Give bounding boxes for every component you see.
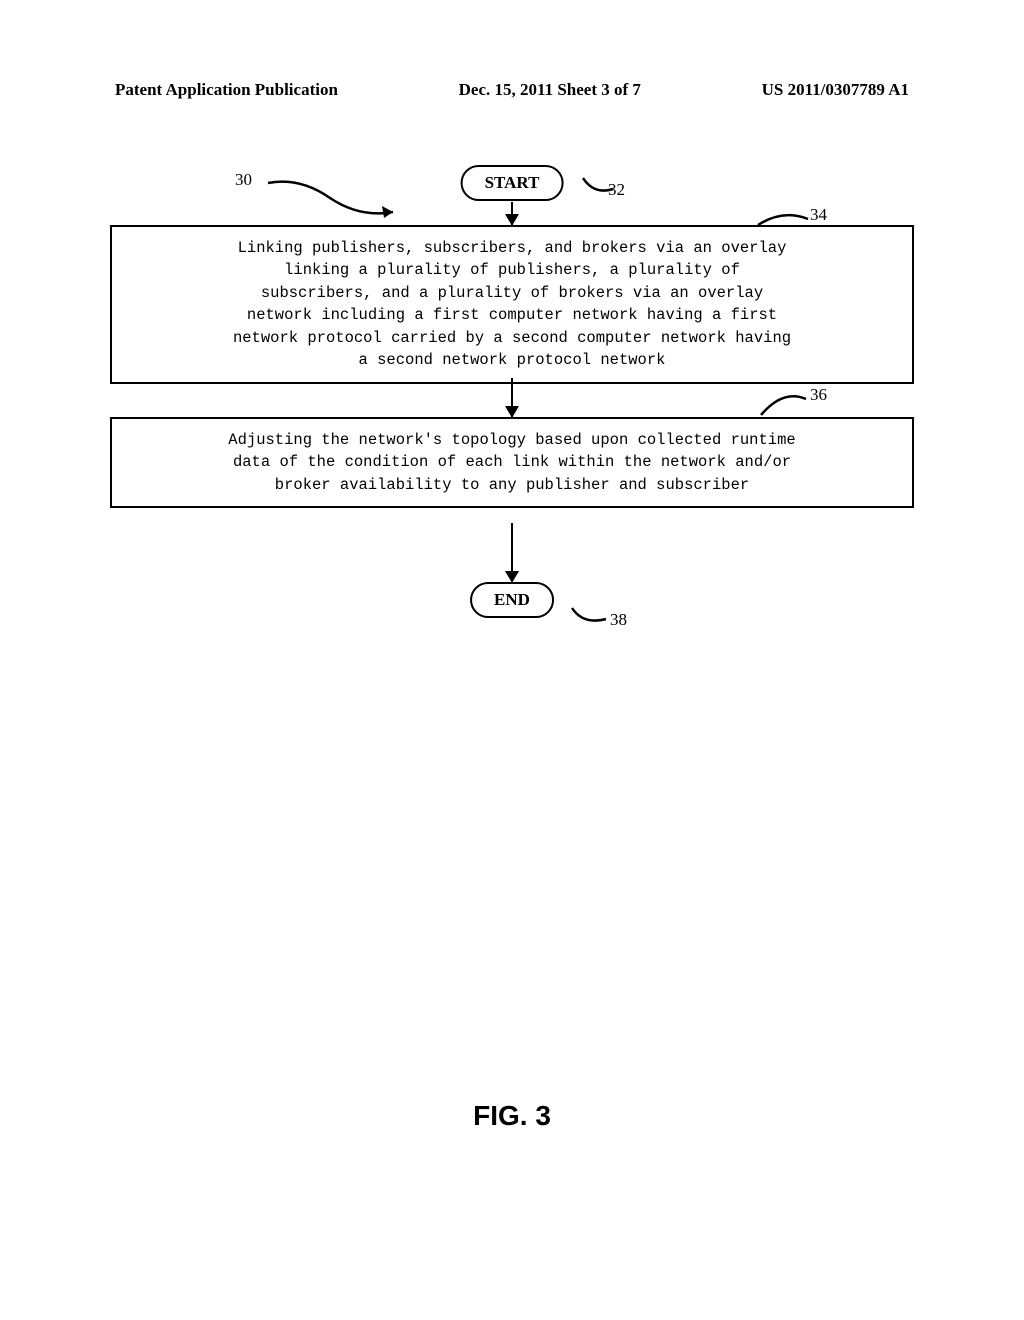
box1-text: Linking publishers, subscribers, and bro… bbox=[233, 239, 791, 369]
process-box-adjusting: Adjusting the network's topology based u… bbox=[110, 417, 914, 508]
ref-label-36: 36 bbox=[810, 385, 827, 405]
header-center: Dec. 15, 2011 Sheet 3 of 7 bbox=[459, 80, 641, 100]
ref-label-30: 30 bbox=[235, 170, 252, 190]
leader-curve-30 bbox=[265, 180, 395, 220]
figure-label: FIG. 3 bbox=[473, 1100, 551, 1132]
arrow-box2-to-end bbox=[511, 523, 513, 582]
arrow-start-to-box1 bbox=[511, 202, 513, 225]
header-left: Patent Application Publication bbox=[115, 80, 338, 100]
page-header: Patent Application Publication Dec. 15, … bbox=[115, 80, 909, 100]
start-terminal: START bbox=[461, 165, 564, 201]
arrow-box1-to-box2 bbox=[511, 378, 513, 417]
leader-curve-32 bbox=[580, 175, 616, 203]
box2-text: Adjusting the network's topology based u… bbox=[228, 431, 795, 494]
leader-curve-36 bbox=[758, 387, 808, 419]
ref-label-38: 38 bbox=[610, 610, 627, 630]
start-label: START bbox=[485, 173, 540, 192]
ref-label-34: 34 bbox=[810, 205, 827, 225]
end-label: END bbox=[494, 590, 530, 609]
process-box-linking: Linking publishers, subscribers, and bro… bbox=[110, 225, 914, 384]
end-terminal: END bbox=[470, 582, 554, 618]
header-right: US 2011/0307789 A1 bbox=[762, 80, 909, 100]
leader-curve-38 bbox=[569, 605, 609, 630]
